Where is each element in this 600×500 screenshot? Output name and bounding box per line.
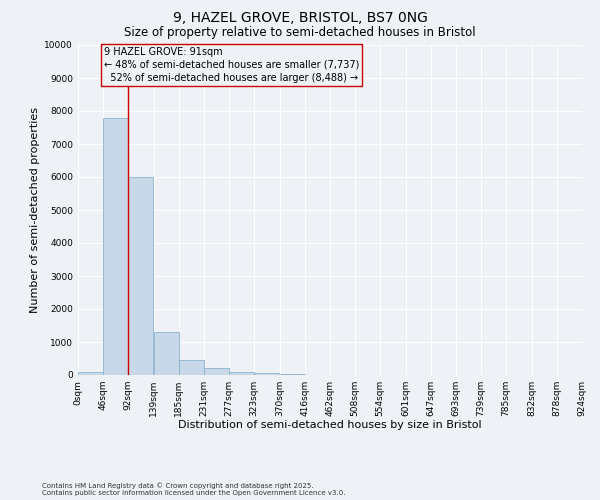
Bar xyxy=(280,374,305,375)
Bar xyxy=(78,372,103,375)
Bar xyxy=(154,332,179,375)
Text: 9, HAZEL GROVE, BRISTOL, BS7 0NG: 9, HAZEL GROVE, BRISTOL, BS7 0NG xyxy=(173,12,427,26)
Bar xyxy=(128,177,153,375)
Text: Size of property relative to semi-detached houses in Bristol: Size of property relative to semi-detach… xyxy=(124,26,476,39)
Y-axis label: Number of semi-detached properties: Number of semi-detached properties xyxy=(30,107,40,313)
Bar xyxy=(179,360,204,375)
Bar xyxy=(103,118,128,375)
Text: Contains public sector information licensed under the Open Government Licence v3: Contains public sector information licen… xyxy=(42,490,346,496)
Bar xyxy=(229,372,254,375)
Bar xyxy=(204,368,229,375)
Text: 9 HAZEL GROVE: 91sqm
← 48% of semi-detached houses are smaller (7,737)
  52% of : 9 HAZEL GROVE: 91sqm ← 48% of semi-detac… xyxy=(104,46,359,83)
Bar xyxy=(254,374,279,375)
Text: Contains HM Land Registry data © Crown copyright and database right 2025.: Contains HM Land Registry data © Crown c… xyxy=(42,482,314,489)
X-axis label: Distribution of semi-detached houses by size in Bristol: Distribution of semi-detached houses by … xyxy=(178,420,482,430)
